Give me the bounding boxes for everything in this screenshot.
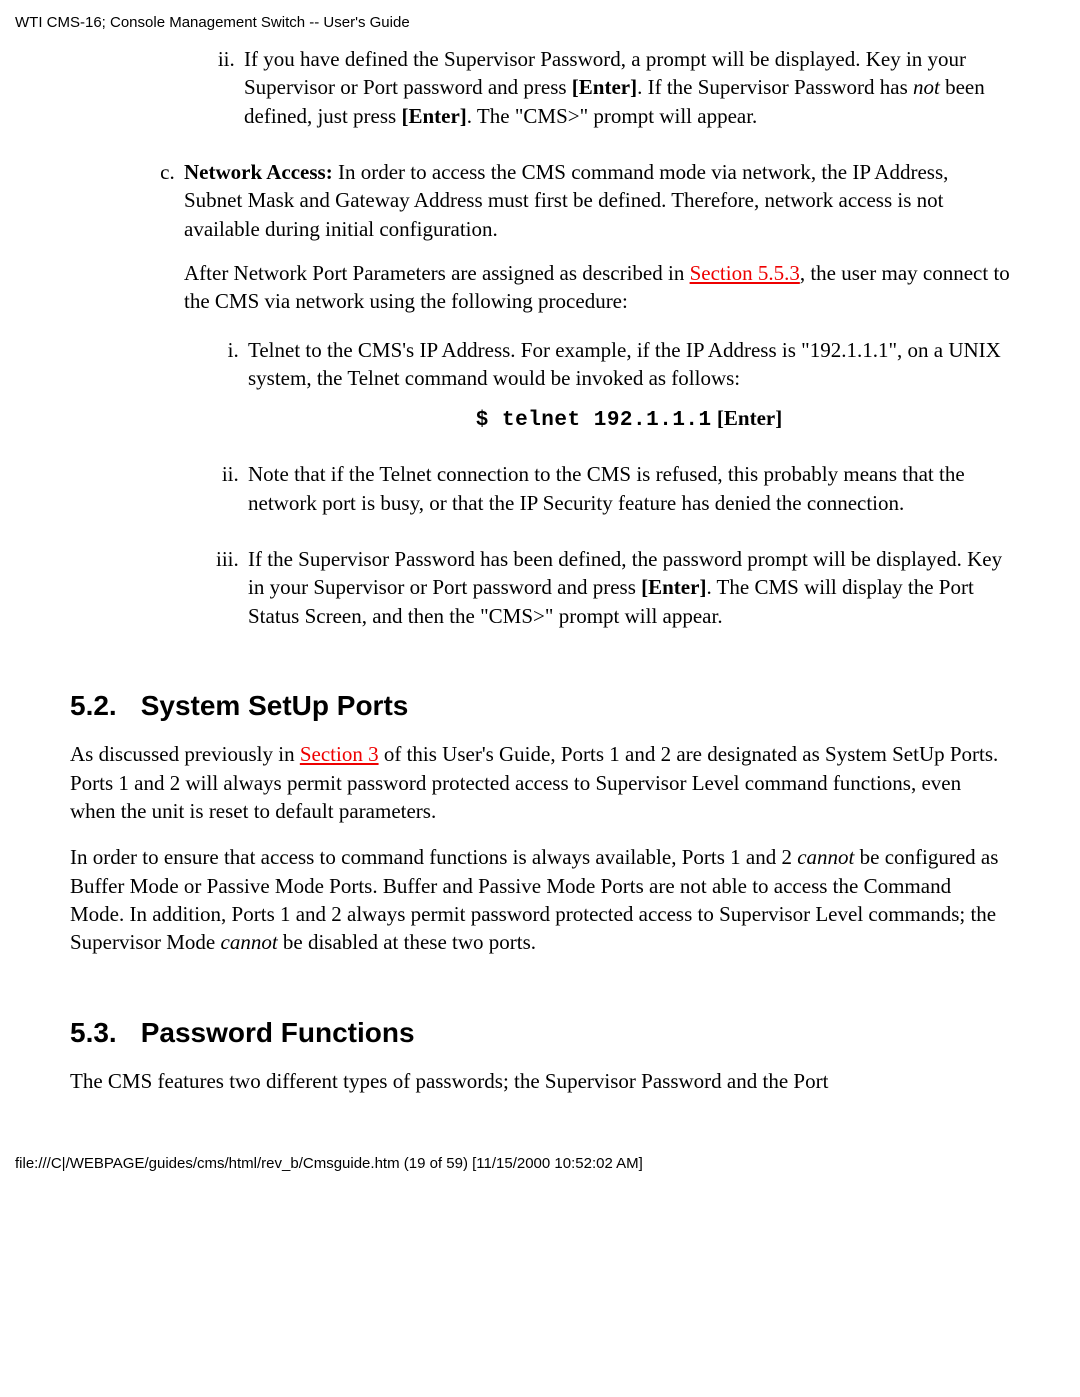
section-number: 5.2. bbox=[70, 690, 117, 722]
list-item: If you have defined the Supervisor Passw… bbox=[240, 45, 1010, 130]
page-header: WTI CMS-16; Console Management Switch --… bbox=[15, 12, 1010, 45]
section-title: Password Functions bbox=[141, 1017, 415, 1048]
section-title: System SetUp Ports bbox=[141, 690, 409, 721]
telnet-command: $ telnet 192.1.1.1 bbox=[476, 409, 712, 432]
enter-key: [Enter] bbox=[572, 75, 637, 99]
page-footer: file:///C|/WEBPAGE/guides/cms/html/rev_b… bbox=[15, 1155, 1010, 1172]
body-text: Note that if the Telnet connection to th… bbox=[248, 462, 965, 514]
emphasis-cannot: cannot bbox=[797, 845, 854, 869]
body-text: After Network Port Parameters are assign… bbox=[184, 261, 690, 285]
body-text: In order to ensure that access to comman… bbox=[70, 845, 797, 869]
list-item: If the Supervisor Password has been defi… bbox=[244, 545, 1010, 630]
section-link-553[interactable]: Section 5.5.3 bbox=[690, 261, 800, 285]
list-item-network-access: Network Access: In order to access the C… bbox=[180, 158, 1010, 630]
section-number: 5.3. bbox=[70, 1017, 117, 1049]
item-label: Network Access: bbox=[184, 160, 333, 184]
body-text: . The "CMS>" prompt will appear. bbox=[467, 104, 758, 128]
body-text: . If the Supervisor Password has bbox=[637, 75, 913, 99]
emphasis-cannot: cannot bbox=[221, 930, 278, 954]
body-text: The CMS features two different types of … bbox=[70, 1067, 1010, 1095]
body-text: be disabled at these two ports. bbox=[278, 930, 536, 954]
enter-key: [Enter] bbox=[401, 104, 466, 128]
section-heading-52: 5.2. System SetUp Ports bbox=[70, 690, 1010, 722]
section-link-3[interactable]: Section 3 bbox=[300, 742, 379, 766]
enter-key: [Enter] bbox=[641, 575, 706, 599]
enter-key: [Enter] bbox=[712, 406, 783, 430]
emphasis-not: not bbox=[913, 75, 940, 99]
section-heading-53: 5.3. Password Functions bbox=[70, 1017, 1010, 1049]
body-text: Telnet to the CMS's IP Address. For exam… bbox=[248, 338, 1001, 390]
body-text: As discussed previously in bbox=[70, 742, 300, 766]
list-item: Note that if the Telnet connection to th… bbox=[244, 460, 1010, 517]
code-example: $ telnet 192.1.1.1 [Enter] bbox=[248, 406, 1010, 432]
list-item: Telnet to the CMS's IP Address. For exam… bbox=[244, 336, 1010, 433]
